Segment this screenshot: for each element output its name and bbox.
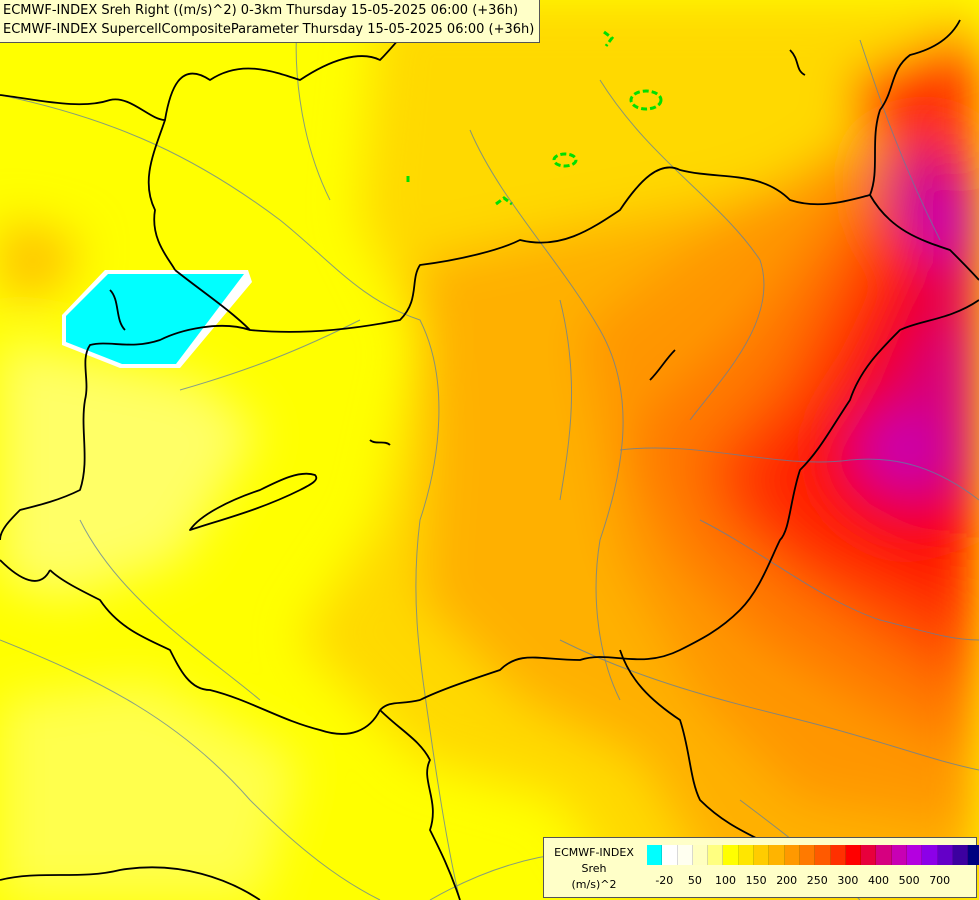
legend-swatch: [907, 845, 923, 865]
title-line-scp: ECMWF-INDEX SupercellCompositeParameter …: [3, 22, 535, 37]
legend-swatch: [692, 845, 709, 865]
legend-tick-label: 300: [837, 874, 859, 887]
scp-contours: [406, 30, 663, 206]
legend-swatch: [922, 845, 938, 865]
legend-swatch: [662, 845, 678, 865]
legend-swatch: [815, 845, 831, 865]
legend-swatch: [968, 845, 979, 865]
legend-swatch: [937, 845, 953, 865]
legend-swatch: [861, 845, 877, 865]
legend-title-param: Sreh: [581, 862, 607, 875]
legend-unit: (m/s)^2: [571, 878, 617, 891]
legend-swatch: [723, 845, 739, 865]
legend-swatch: [754, 845, 770, 865]
legend-swatch: [769, 845, 785, 865]
legend-swatch: [876, 845, 892, 865]
legend-swatch: [784, 845, 800, 865]
legend-swatch: [891, 845, 908, 865]
legend-title-source: ECMWF-INDEX: [554, 846, 634, 859]
legend-swatch: [708, 845, 724, 865]
legend-tick-label: 150: [745, 874, 767, 887]
legend-swatch: [647, 845, 663, 865]
legend-swatch: [830, 845, 846, 865]
map-title-box: ECMWF-INDEX Sreh Right ((m/s)^2) 0-3km T…: [0, 0, 540, 43]
legend-tick-label: 100: [715, 874, 736, 887]
legend-tick-label: -20: [655, 874, 674, 887]
legend-tick-label: 500: [898, 874, 920, 887]
legend-tick-label: 400: [868, 874, 889, 887]
legend-swatches: [647, 845, 979, 865]
legend-tick-label: 700: [929, 874, 951, 887]
color-legend: ECMWF-INDEX Sreh (m/s)^2 -20 50 100 150 200 2…: [543, 837, 979, 898]
title-line-sreh: ECMWF-INDEX Sreh Right ((m/s)^2) 0-3km T…: [3, 3, 519, 18]
legend-swatch: [677, 845, 693, 865]
legend-swatch: [738, 845, 755, 865]
legend-swatch: [845, 845, 862, 865]
legend-tick-label: 50: [687, 874, 702, 887]
legend-tick-label: 250: [806, 874, 828, 887]
legend-tick-label: 200: [776, 874, 798, 887]
legend-swatch: [799, 845, 816, 865]
legend-swatch: [952, 845, 969, 865]
